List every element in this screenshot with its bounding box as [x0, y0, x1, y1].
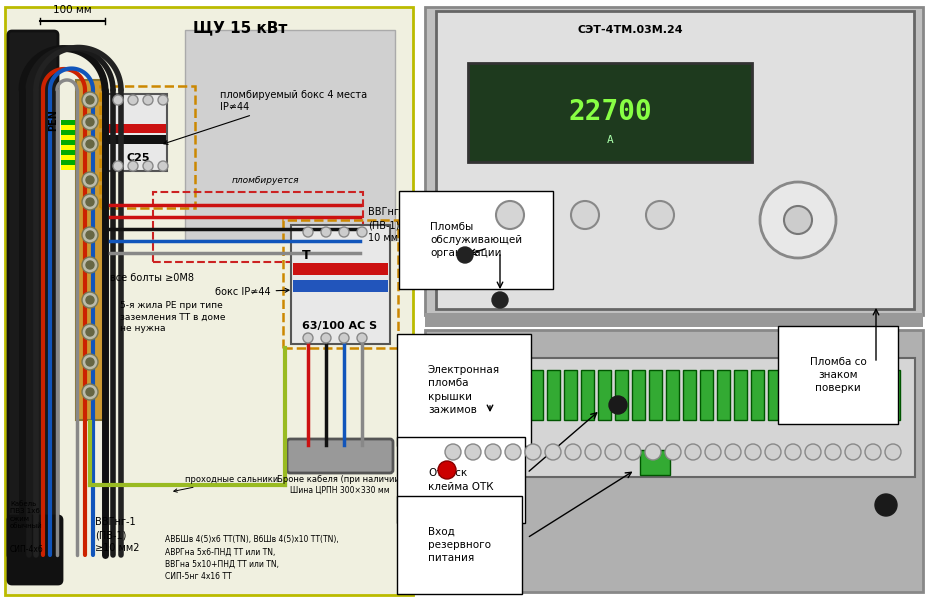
Text: 63/100 AC S: 63/100 AC S — [302, 321, 377, 331]
FancyBboxPatch shape — [513, 370, 526, 420]
Circle shape — [784, 444, 800, 460]
Circle shape — [438, 461, 455, 479]
Circle shape — [665, 444, 680, 460]
Circle shape — [884, 444, 900, 460]
FancyBboxPatch shape — [580, 370, 593, 420]
Circle shape — [82, 324, 98, 340]
Text: АВБШв 4(5)х6 ТТ(TN), ВбШв 4(5)х10 ТТ(TN),
АВРГна 5х6-ПНД ТТ или TN,
ВВГна 5х10+П: АВБШв 4(5)х6 ТТ(TN), ВбШв 4(5)х10 ТТ(TN)… — [165, 535, 338, 581]
Text: Шина ЦРПН 300×330 мм: Шина ЦРПН 300×330 мм — [290, 485, 389, 494]
FancyBboxPatch shape — [682, 370, 695, 420]
Circle shape — [504, 444, 520, 460]
Circle shape — [783, 206, 811, 234]
Circle shape — [143, 95, 153, 105]
FancyBboxPatch shape — [436, 11, 913, 309]
FancyBboxPatch shape — [870, 370, 883, 420]
FancyBboxPatch shape — [8, 516, 62, 584]
Circle shape — [321, 333, 331, 343]
Circle shape — [705, 444, 720, 460]
Circle shape — [338, 227, 349, 237]
Text: проходные сальники: проходные сальники — [173, 475, 278, 492]
Text: Броне кабеля (при наличии): Броне кабеля (при наличии) — [276, 475, 402, 484]
Circle shape — [128, 95, 138, 105]
Circle shape — [113, 161, 123, 171]
Text: РЕЖИМ
НИД: РЕЖИМ НИД — [499, 209, 520, 220]
FancyBboxPatch shape — [61, 140, 75, 145]
Circle shape — [624, 444, 641, 460]
Circle shape — [764, 444, 781, 460]
FancyBboxPatch shape — [886, 370, 899, 420]
FancyBboxPatch shape — [495, 370, 508, 420]
Circle shape — [82, 354, 98, 370]
Text: Пломба со
знаком
поверки: Пломба со знаком поверки — [808, 357, 866, 393]
Text: все болты ≥0М8: все болты ≥0М8 — [110, 273, 194, 283]
FancyBboxPatch shape — [801, 370, 814, 420]
FancyBboxPatch shape — [425, 330, 922, 592]
Circle shape — [744, 444, 760, 460]
Circle shape — [82, 172, 98, 188]
Text: PEN: PEN — [48, 109, 57, 131]
FancyBboxPatch shape — [107, 94, 167, 171]
Circle shape — [86, 96, 94, 104]
FancyBboxPatch shape — [8, 31, 57, 559]
FancyBboxPatch shape — [852, 370, 865, 420]
Text: 5-я жила PE при типе
заземления ТТ в доме
не нужна: 5-я жила PE при типе заземления ТТ в дом… — [120, 301, 225, 334]
Circle shape — [82, 194, 98, 210]
Circle shape — [456, 247, 473, 263]
FancyBboxPatch shape — [61, 155, 75, 160]
Circle shape — [86, 140, 94, 148]
FancyBboxPatch shape — [184, 30, 395, 240]
FancyBboxPatch shape — [819, 370, 832, 420]
FancyBboxPatch shape — [61, 145, 75, 150]
FancyBboxPatch shape — [478, 370, 491, 420]
Circle shape — [684, 444, 700, 460]
Circle shape — [82, 384, 98, 400]
Circle shape — [525, 444, 540, 460]
Text: пломбируется: пломбируется — [231, 176, 298, 185]
FancyBboxPatch shape — [5, 7, 413, 595]
Circle shape — [128, 161, 138, 171]
FancyBboxPatch shape — [61, 135, 75, 140]
FancyBboxPatch shape — [597, 370, 610, 420]
Text: СЭТ-4ТМ.03М.24: СЭТ-4ТМ.03М.24 — [577, 25, 682, 35]
Circle shape — [86, 358, 94, 366]
FancyBboxPatch shape — [286, 439, 392, 473]
Circle shape — [874, 494, 896, 516]
Circle shape — [544, 444, 561, 460]
Circle shape — [113, 95, 123, 105]
Circle shape — [158, 95, 168, 105]
Circle shape — [357, 333, 366, 343]
Circle shape — [759, 182, 835, 258]
FancyBboxPatch shape — [425, 7, 922, 315]
Text: ВВГнг-1
(ПВ-1)
≥10 мм2: ВВГнг-1 (ПВ-1) ≥10 мм2 — [95, 517, 139, 553]
Text: 100 мм: 100 мм — [53, 5, 91, 15]
FancyBboxPatch shape — [61, 150, 75, 155]
Text: СИП-4х6: СИП-4х6 — [10, 545, 44, 554]
Circle shape — [864, 444, 880, 460]
Text: ВВГнг-1
(ПВ-1)
10 мм2: ВВГнг-1 (ПВ-1) 10 мм2 — [368, 207, 408, 243]
Circle shape — [303, 227, 312, 237]
Text: пломбируемый бокс 4 места
IP≄44: пломбируемый бокс 4 места IP≄44 — [164, 91, 367, 145]
Circle shape — [485, 444, 501, 460]
FancyBboxPatch shape — [717, 370, 730, 420]
FancyBboxPatch shape — [61, 130, 75, 135]
Circle shape — [82, 292, 98, 308]
Circle shape — [604, 444, 620, 460]
FancyBboxPatch shape — [768, 370, 781, 420]
Text: ЩУ 15 кВт: ЩУ 15 кВт — [193, 20, 286, 35]
Circle shape — [570, 201, 598, 229]
Text: НОМЕР
ТАРИФА: НОМЕР ТАРИФА — [648, 209, 671, 220]
FancyBboxPatch shape — [293, 280, 387, 292]
FancyBboxPatch shape — [61, 125, 75, 130]
Circle shape — [82, 114, 98, 130]
FancyBboxPatch shape — [733, 370, 746, 420]
FancyBboxPatch shape — [699, 370, 712, 420]
Circle shape — [844, 444, 860, 460]
Circle shape — [608, 396, 627, 414]
Circle shape — [445, 444, 461, 460]
FancyBboxPatch shape — [61, 160, 75, 165]
Text: ВИД
ЭНЕРГИИ: ВИД ЭНЕРГИИ — [571, 209, 597, 220]
Circle shape — [86, 176, 94, 184]
Circle shape — [86, 231, 94, 239]
Circle shape — [86, 328, 94, 336]
FancyBboxPatch shape — [640, 450, 669, 475]
